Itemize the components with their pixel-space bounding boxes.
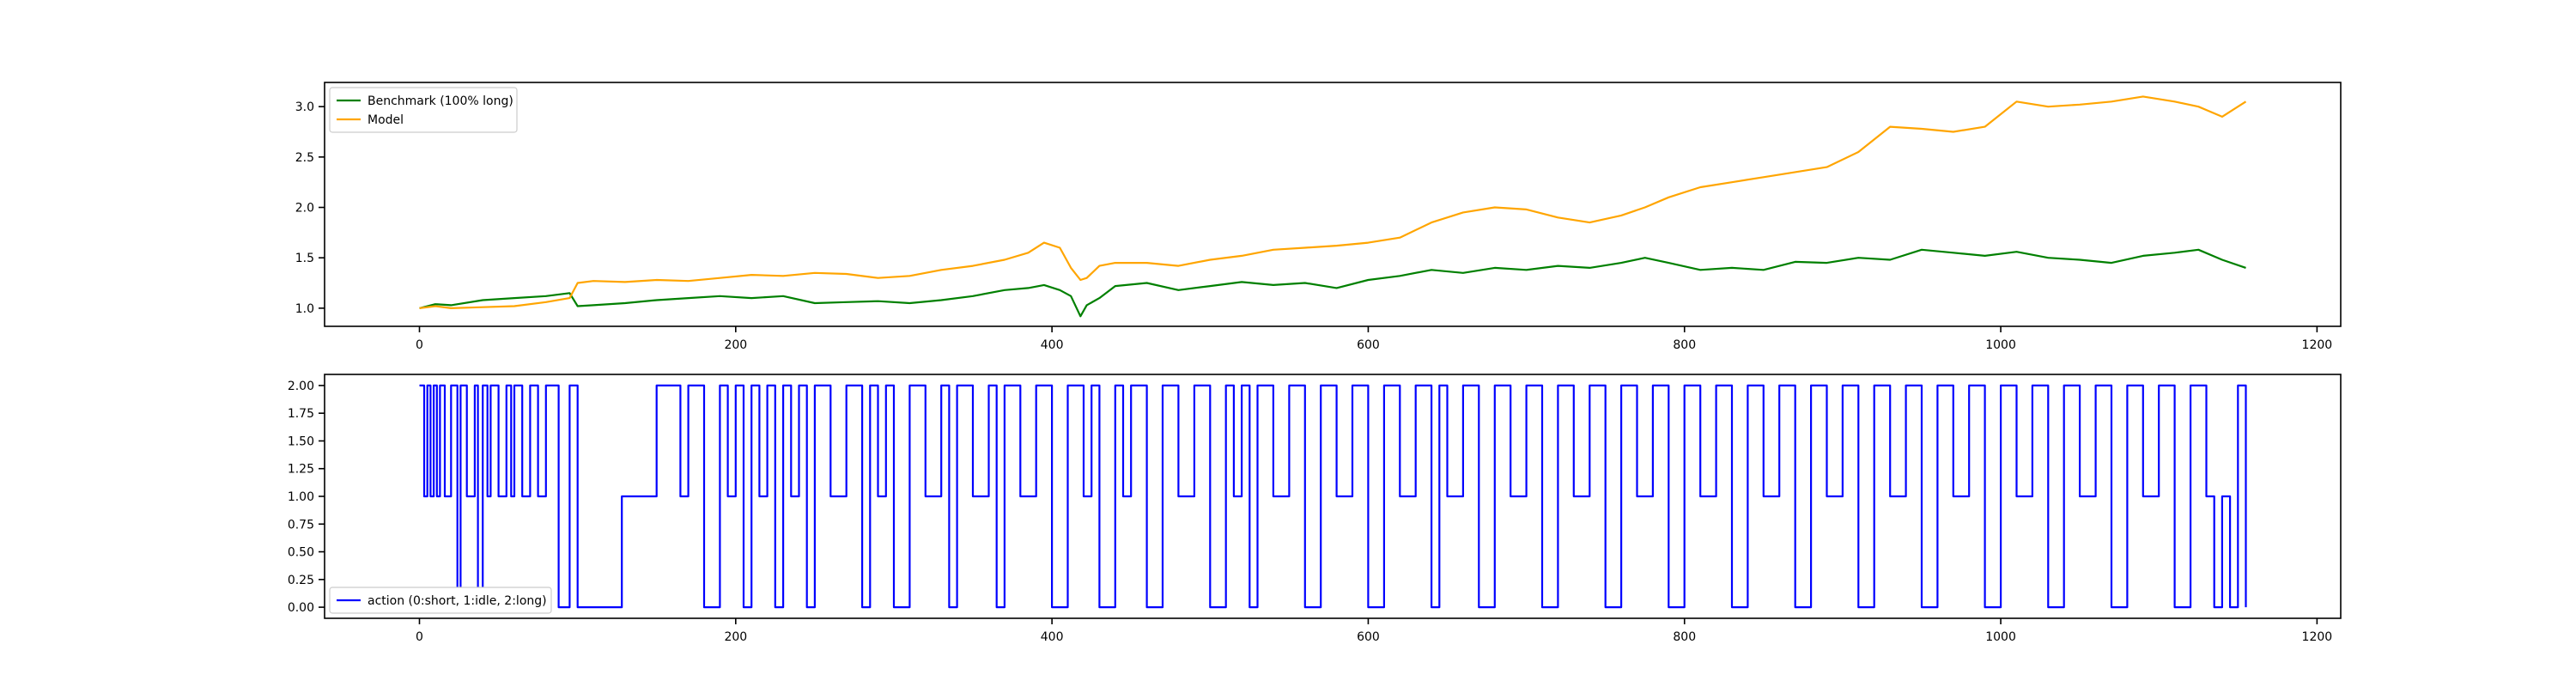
x-tick-label: 1200 — [2302, 338, 2333, 352]
x-tick-label: 400 — [1041, 338, 1064, 352]
equity-chart: 0 200 400 600 800 1000 1200 1.0 1.5 2.0 2.5 3.0 Benc… — [295, 82, 2342, 352]
y-tick-label: 0.75 — [288, 518, 314, 532]
y-tick-label: 1.5 — [295, 252, 314, 265]
y-tick-label: 0.00 — [288, 601, 314, 615]
series-line-1-0 — [419, 384, 2247, 609]
x-tick-label: 1000 — [1985, 630, 2016, 644]
legend-label: Model — [368, 113, 404, 127]
y-tick-label: 2.5 — [295, 151, 314, 165]
y-tick-label: 0.50 — [288, 546, 314, 560]
x-tick-label: 600 — [1357, 630, 1380, 644]
x-tick-label: 200 — [724, 338, 747, 352]
legend: Benchmark (100% long) Model — [329, 87, 518, 133]
x-tick-label: 0 — [416, 630, 423, 644]
x-tick-label: 0 — [416, 338, 423, 352]
x-tick-label: 200 — [724, 630, 747, 644]
x-tick-label: 600 — [1357, 338, 1380, 352]
series-line-0-0 — [419, 248, 2246, 318]
y-tick-label: 1.25 — [288, 463, 314, 477]
legend-box — [329, 87, 518, 133]
action-chart: 0 200 400 600 800 1000 1200 0.00 0.25 0.50 0.75 1.0… — [288, 374, 2342, 644]
y-tick-label: 2.00 — [288, 380, 314, 393]
x-tick-label: 800 — [1673, 338, 1696, 352]
legend-label: Benchmark (100% long) — [368, 94, 513, 108]
x-tick-label: 1200 — [2302, 630, 2333, 644]
y-tick-label: 3.0 — [295, 100, 314, 114]
legend-label: action (0:short, 1:idle, 2:long) — [368, 594, 547, 608]
legend: action (0:short, 1:idle, 2:long) — [329, 587, 552, 614]
legend-box — [329, 587, 552, 614]
plot-frame — [324, 82, 2342, 327]
y-tick-label: 1.75 — [288, 407, 314, 421]
y-tick-label: 1.00 — [288, 490, 314, 504]
y-tick-label: 0.25 — [288, 574, 314, 587]
y-tick-label: 1.50 — [288, 435, 314, 448]
x-tick-label: 400 — [1041, 630, 1064, 644]
x-tick-label: 1000 — [1985, 338, 2016, 352]
y-tick-label: 2.0 — [295, 202, 314, 216]
series-line-0-1 — [419, 95, 2247, 309]
y-tick-label: 1.0 — [295, 302, 314, 316]
x-tick-label: 800 — [1673, 630, 1696, 644]
